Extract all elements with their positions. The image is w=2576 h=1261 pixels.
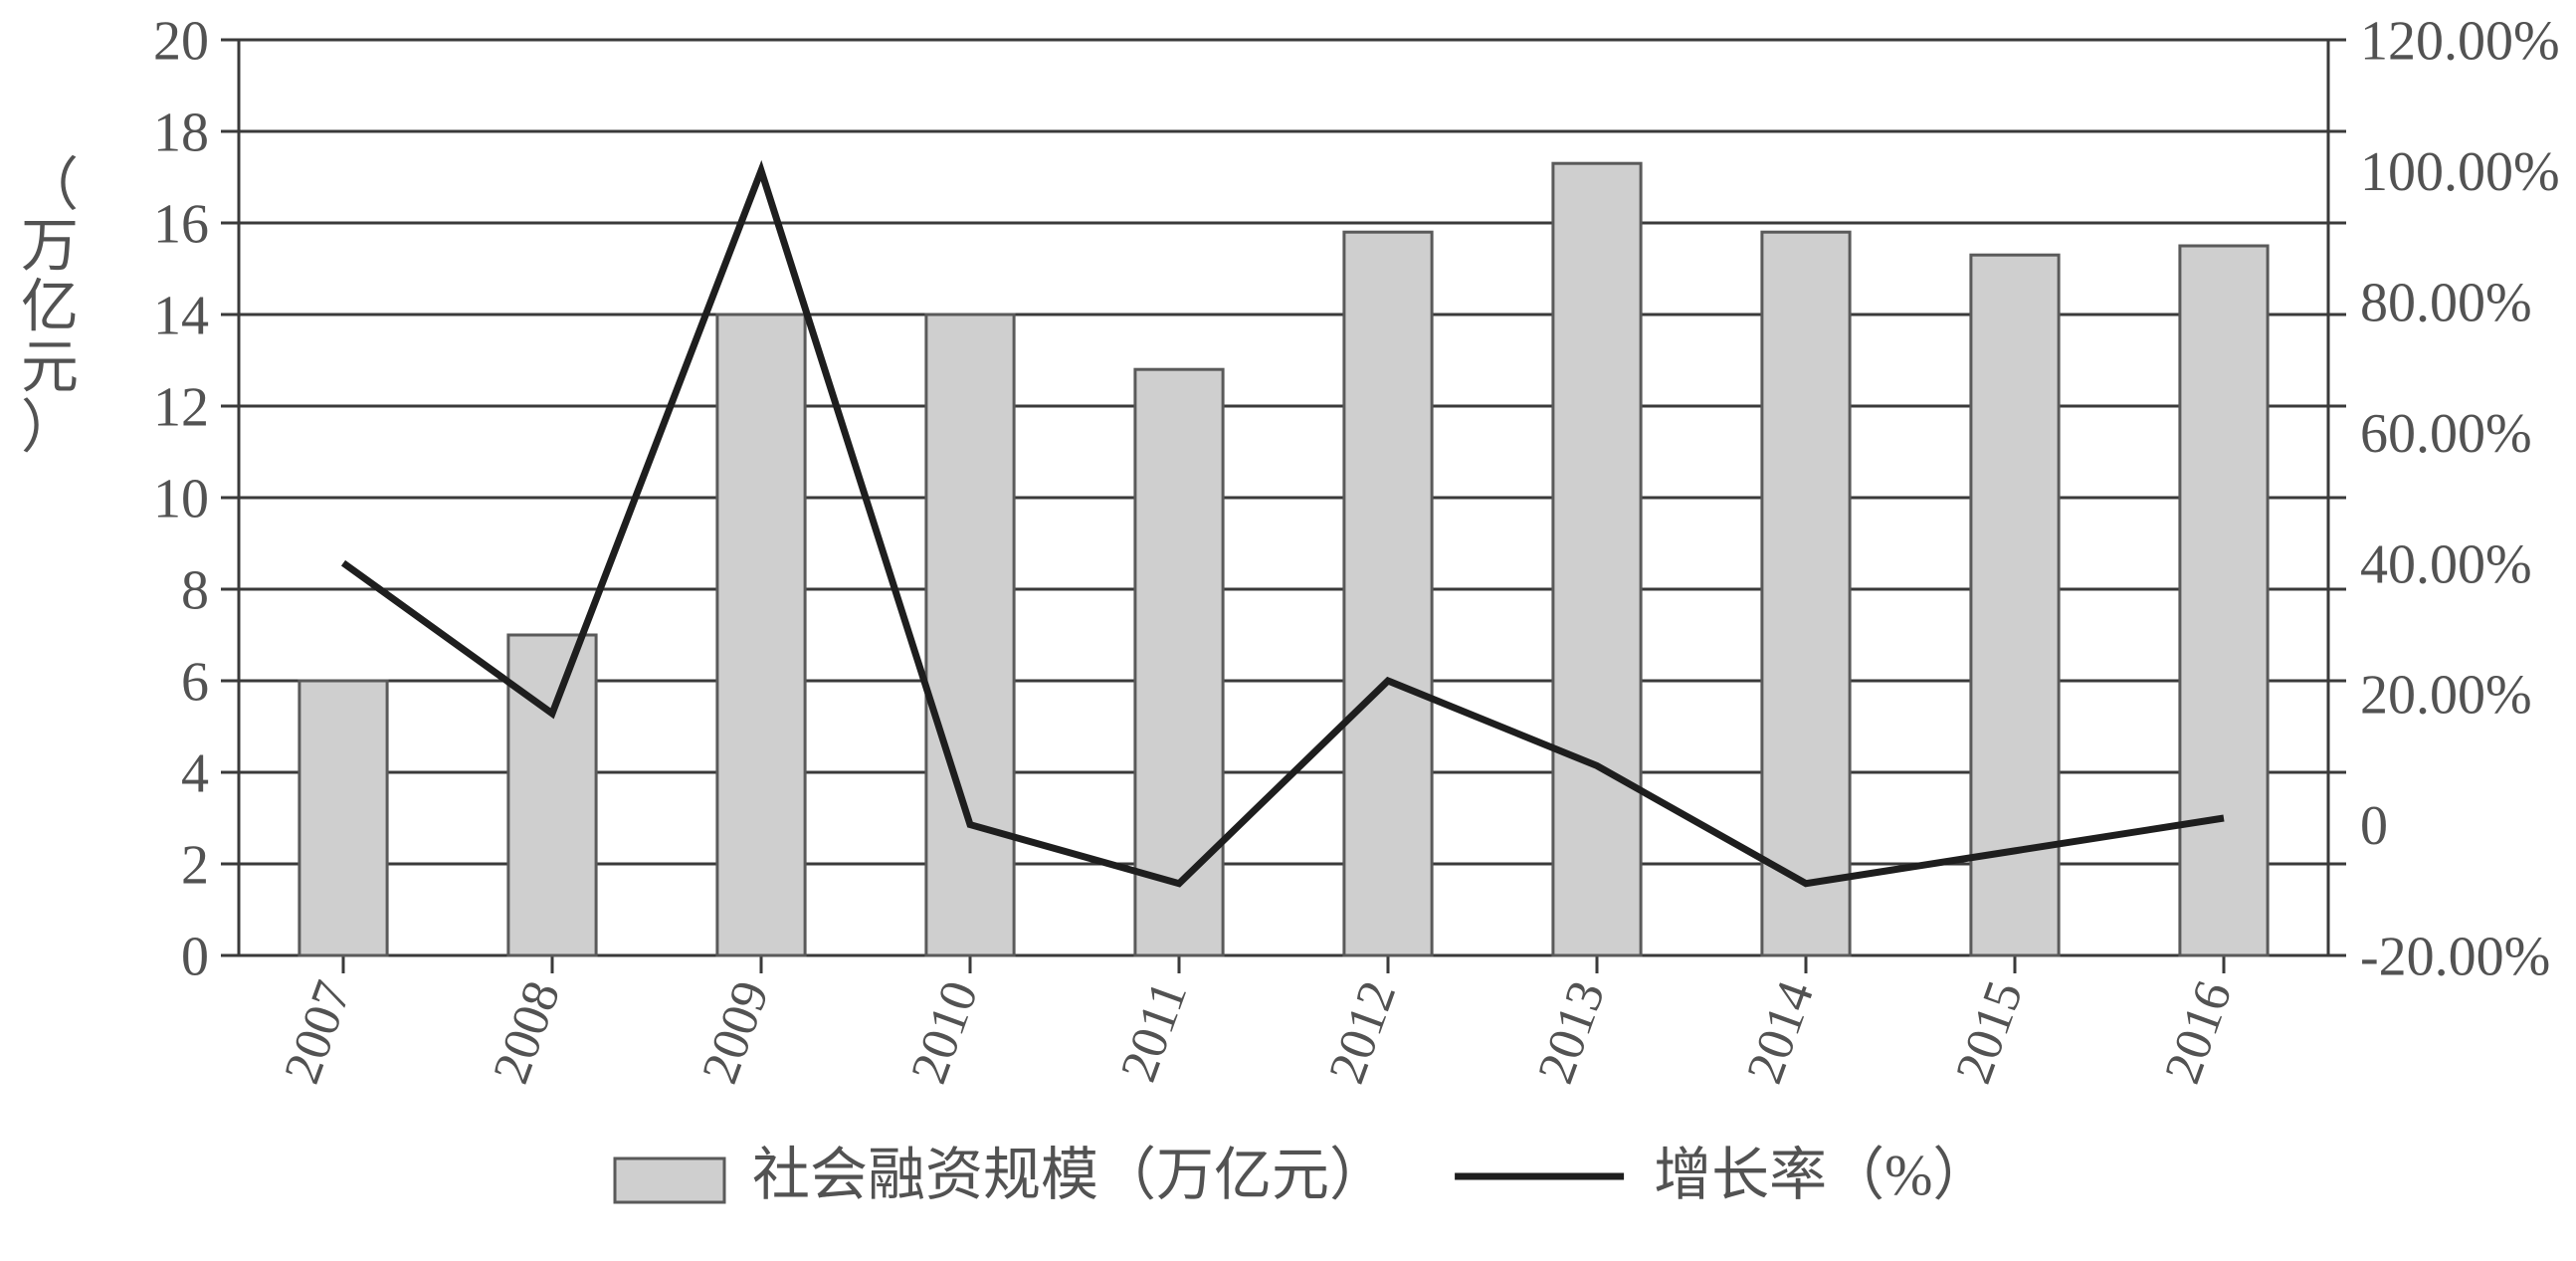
legend-label-bar: 社会融资规模（万亿元） <box>752 1143 1387 1207</box>
y-left-tick-label: 20 <box>153 11 209 73</box>
bar <box>926 315 1014 955</box>
chart-svg: 0 2 4 6 8 10 12 14 16 18 20 -20.00% 0 20.00% 40.00% 60.… <box>0 0 2576 1261</box>
y-left-tick-label: 8 <box>181 560 209 622</box>
y-left-tick-label: 6 <box>181 652 209 714</box>
y-left-axis-title-char: （ <box>21 153 79 218</box>
x-tick-label: 2016 <box>2154 974 2243 1091</box>
y-left-tick-label: 14 <box>153 286 209 347</box>
y-left-tick-label: 12 <box>153 377 209 439</box>
bar <box>2180 246 2268 955</box>
bar-series <box>299 163 2268 955</box>
financing-chart: 0 2 4 6 8 10 12 14 16 18 20 -20.00% 0 20.00% 40.00% 60.… <box>0 0 2576 1261</box>
y-right-tick-label: -20.00% <box>2360 927 2550 988</box>
y-right-tick-label: 60.00% <box>2360 403 2532 465</box>
y-right-tick-label: 40.00% <box>2360 533 2532 595</box>
x-tick-label: 2014 <box>1736 974 1825 1091</box>
bar <box>1762 232 1850 955</box>
y-left-axis-title-char: 万 <box>21 214 79 279</box>
y-right-tick-label: 80.00% <box>2360 272 2532 333</box>
x-tick-label: 2012 <box>1318 974 1407 1091</box>
y-left-tick-label: 4 <box>181 743 209 805</box>
bar <box>508 635 596 955</box>
y-left-tick-label: 16 <box>153 194 209 256</box>
x-tick-label: 2013 <box>1527 974 1616 1091</box>
y-left-tick-label: 10 <box>153 469 209 530</box>
legend-label-line: 增长率（%） <box>1654 1143 1990 1207</box>
bar <box>1553 163 1641 955</box>
x-tick-label: 2011 <box>1110 974 1198 1089</box>
y-left-tick-label: 2 <box>181 835 209 897</box>
y-right-tick-label: 120.00% <box>2360 11 2560 73</box>
x-tick-label: 2007 <box>274 974 362 1091</box>
y-left-axis-title-char: 亿 <box>21 274 79 338</box>
y-right-tick-label: 100.00% <box>2360 141 2560 203</box>
y-left-axis-title-char: ） <box>21 395 79 460</box>
y-right-tick-label: 20.00% <box>2360 665 2532 727</box>
y-left-tick-label: 18 <box>153 103 209 164</box>
x-tick-label: 2010 <box>900 974 989 1091</box>
legend-swatch-bar <box>615 1158 724 1202</box>
bar <box>1135 369 1223 955</box>
x-tick-label: 2009 <box>692 974 780 1091</box>
y-left-axis-title-char: 元 <box>21 334 79 399</box>
bar <box>299 681 387 955</box>
y-right-tick-label: 0 <box>2360 795 2388 857</box>
x-tick-label: 2008 <box>483 974 571 1091</box>
bar <box>1344 232 1432 955</box>
bar <box>717 315 805 955</box>
x-tick-label: 2015 <box>1945 974 2034 1091</box>
growth-line <box>343 170 2224 883</box>
y-left-tick-label: 0 <box>181 927 209 988</box>
